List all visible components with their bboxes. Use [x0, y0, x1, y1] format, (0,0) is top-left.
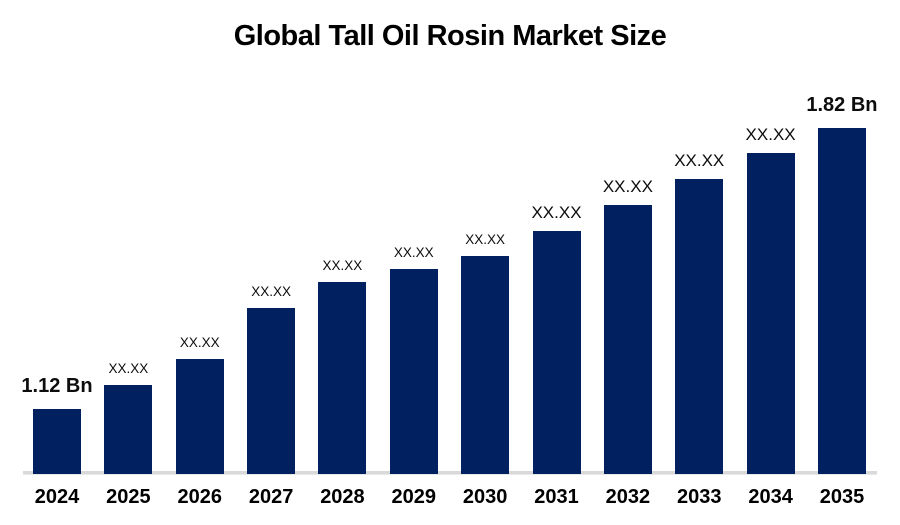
x-tick-label-2035: 2035: [819, 486, 865, 508]
bar-2024: [33, 409, 81, 474]
x-tick-label-2026: 2026: [177, 486, 222, 508]
bar-column: 1.82 Bn: [806, 95, 878, 474]
x-tick-label-2028: 2028: [320, 486, 365, 508]
x-axis-line: [23, 471, 877, 475]
bars-row: 1.12 Bn XX.XX XX.XX XX.XX XX.XX XX.XX XX.XX XX.…: [21, 95, 878, 474]
bar-column: XX.XX: [531, 203, 582, 474]
bar-value-label: 1.82 Bn: [806, 94, 878, 116]
x-tick-label-2031: 2031: [534, 486, 579, 508]
bar-value-label: 1.12 Bn: [21, 375, 93, 397]
bar-value-label: XX.XX: [745, 125, 796, 144]
x-axis-labels: 2024 2025 2026 2027 2028 2029 2030 2031 2032 2033…: [33, 487, 866, 507]
bar-value-label: XX.XX: [108, 360, 149, 376]
bar-column: XX.XX: [318, 257, 367, 474]
bar-value-label: XX.XX: [393, 244, 434, 260]
bar-2031: [532, 231, 581, 474]
bar-2034: [746, 153, 795, 474]
bar-column: XX.XX: [461, 231, 510, 474]
x-tick-label-2033: 2033: [676, 486, 722, 508]
bar-value-label: XX.XX: [179, 334, 220, 350]
x-tick-label-2032: 2032: [605, 486, 651, 508]
bar-value-label: XX.XX: [531, 203, 582, 222]
x-tick-label-2034: 2034: [748, 486, 793, 508]
bar-column: XX.XX: [745, 125, 796, 474]
bar-2028: [318, 282, 367, 474]
bar-2026: [175, 359, 224, 474]
bar-column: XX.XX: [602, 177, 653, 474]
bar-value-label: XX.XX: [602, 177, 653, 196]
bar-2030: [461, 256, 510, 474]
bar-2029: [389, 269, 438, 474]
bar-2033: [675, 179, 724, 474]
x-tick-label-2030: 2030: [462, 486, 508, 508]
x-tick-label-2029: 2029: [391, 486, 437, 508]
bar-2035: [817, 128, 866, 474]
bar-value-label: XX.XX: [322, 257, 363, 273]
bar-value-label: XX.XX: [674, 151, 725, 170]
bar-2025: [104, 385, 153, 474]
x-tick-label-2024: 2024: [34, 486, 80, 508]
bar-column: 1.12 Bn: [21, 376, 93, 474]
bar-column: XX.XX: [389, 244, 438, 474]
bar-column: XX.XX: [247, 283, 296, 474]
bar-column: XX.XX: [175, 334, 224, 474]
bar-value-label: XX.XX: [465, 231, 506, 247]
x-tick-label-2027: 2027: [248, 486, 294, 508]
bar-column: XX.XX: [104, 360, 153, 474]
x-tick-label-2025: 2025: [106, 486, 151, 508]
bar-2027: [247, 308, 296, 474]
chart-title: Global Tall Oil Rosin Market Size: [233, 20, 667, 52]
bar-column: XX.XX: [674, 151, 725, 474]
bar-2032: [603, 205, 652, 474]
bar-value-label: XX.XX: [251, 283, 291, 299]
